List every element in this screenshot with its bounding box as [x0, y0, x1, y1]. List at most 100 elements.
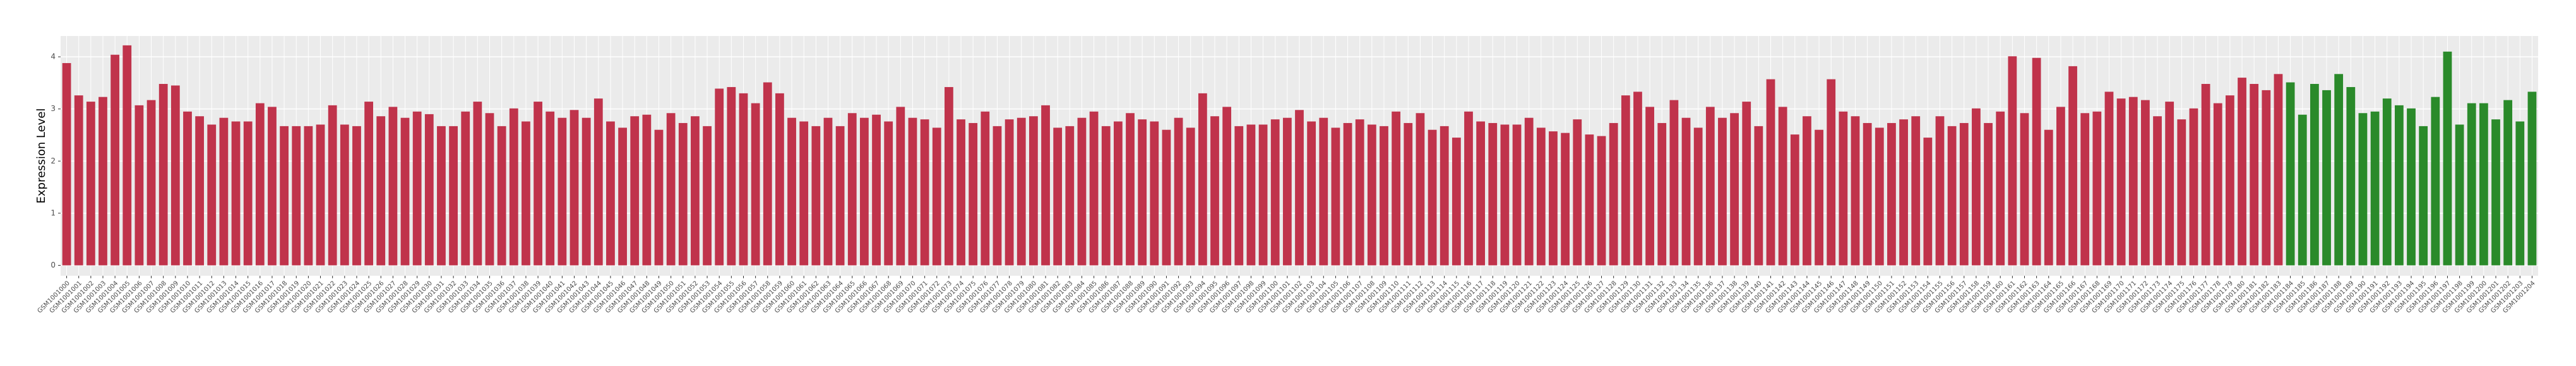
bar — [328, 105, 337, 266]
bar — [981, 111, 990, 266]
bar — [134, 105, 144, 266]
bar — [424, 114, 434, 266]
bar — [1428, 129, 1437, 266]
bar — [1705, 107, 1715, 266]
bar — [1803, 116, 1811, 266]
bar — [1416, 113, 1425, 266]
bar — [1573, 119, 1582, 266]
bar — [1693, 127, 1703, 266]
bar — [1476, 121, 1486, 266]
bar — [497, 126, 506, 266]
bar — [1645, 107, 1654, 266]
bar — [2527, 92, 2537, 266]
bar — [437, 126, 446, 266]
bar — [1935, 116, 1945, 266]
bar — [1549, 131, 1558, 266]
bar — [1766, 79, 1775, 266]
bar — [1669, 100, 1679, 266]
bar — [2080, 113, 2090, 266]
bar — [1754, 126, 1763, 266]
bar — [2226, 95, 2234, 266]
bar — [2286, 82, 2295, 266]
bar — [268, 107, 277, 266]
bar — [1089, 111, 1099, 266]
bar — [1258, 124, 1268, 266]
bar — [461, 111, 470, 266]
bar — [932, 127, 941, 266]
bar — [569, 110, 579, 266]
bar — [231, 121, 241, 266]
bar — [1282, 117, 1292, 266]
bar — [1609, 122, 1618, 266]
bar — [2116, 98, 2126, 266]
bar — [654, 129, 664, 266]
bar — [1851, 116, 1860, 266]
bar — [243, 121, 253, 266]
bar — [606, 121, 615, 266]
bar — [522, 121, 530, 266]
bar — [1307, 121, 1316, 266]
bar — [2213, 103, 2222, 266]
bar — [2008, 56, 2017, 266]
bar — [1222, 107, 1232, 266]
bar — [1597, 136, 1606, 266]
bar — [1585, 134, 1594, 266]
bar — [1186, 127, 1195, 266]
bar — [1162, 129, 1171, 266]
bar — [388, 107, 398, 266]
bar — [110, 54, 120, 266]
bar — [292, 126, 301, 266]
bar — [1005, 119, 1014, 266]
bar — [593, 98, 603, 266]
bar — [847, 113, 857, 266]
bar — [1464, 111, 1473, 266]
bar — [86, 102, 95, 266]
bar — [1150, 121, 1159, 266]
bar — [2419, 126, 2428, 266]
bar — [1839, 111, 1848, 266]
bar — [691, 116, 700, 266]
bar — [835, 126, 845, 266]
bar — [2503, 100, 2513, 266]
bar — [2491, 119, 2500, 266]
bar — [1621, 95, 1630, 266]
bar — [908, 117, 917, 266]
bar — [2431, 97, 2440, 266]
bar — [1875, 127, 1884, 266]
bar — [2104, 92, 2114, 266]
bar — [1512, 124, 1522, 266]
bar — [1270, 119, 1280, 266]
bar — [1380, 126, 1388, 266]
bar — [1500, 124, 1510, 266]
bar — [2177, 119, 2186, 266]
bar — [993, 126, 1002, 266]
bar — [884, 121, 893, 266]
bar — [1996, 111, 2005, 266]
bar — [98, 97, 107, 266]
bar — [751, 103, 760, 266]
bar — [364, 102, 373, 266]
bar — [2479, 103, 2488, 266]
bar — [2189, 108, 2198, 266]
bar — [969, 122, 978, 266]
bar — [122, 45, 132, 266]
bar — [1440, 126, 1449, 266]
bar — [412, 111, 422, 266]
bar — [1657, 122, 1667, 266]
bar — [340, 124, 349, 266]
bar — [630, 116, 640, 266]
bar — [2262, 90, 2271, 266]
bar — [170, 85, 180, 266]
bar — [316, 124, 325, 266]
bar — [1355, 119, 1364, 266]
bar — [1017, 117, 1026, 266]
bar — [666, 113, 676, 266]
bar — [860, 117, 869, 266]
bar — [1113, 121, 1123, 266]
bar — [1295, 110, 1304, 266]
bar — [2092, 111, 2102, 266]
y-tick-label: 1 — [51, 208, 56, 217]
bar — [1126, 113, 1135, 266]
bar — [1984, 122, 1993, 266]
